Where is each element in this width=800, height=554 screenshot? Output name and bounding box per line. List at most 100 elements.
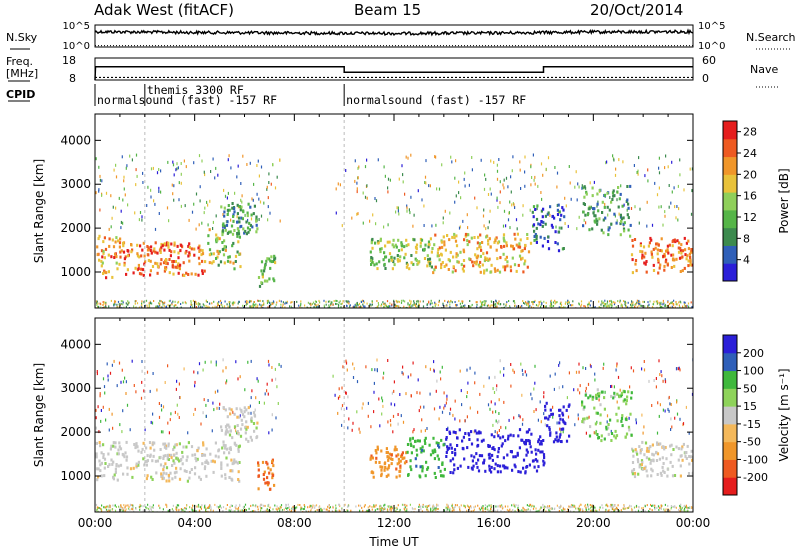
freq-label: Freq. — [6, 55, 33, 68]
power-ytick-label-2: 2000 — [60, 221, 91, 235]
xtick-label-6: 20:00 — [576, 516, 611, 530]
velocity-cbar-band-8 — [723, 352, 737, 372]
power-echo-region-2 — [120, 241, 207, 277]
power-ytick-label-4: 4000 — [60, 133, 91, 147]
cpid-segment-3: normalsound (fast) -157 RF — [346, 93, 526, 107]
velocity-cbar-band-7 — [723, 370, 737, 389]
velocity-echo-region-1 — [95, 440, 241, 483]
power-ytick-label-3: 3000 — [60, 177, 91, 191]
power-cbar-band-8 — [723, 138, 737, 158]
power-cbar-tick-3: 12 — [743, 211, 757, 224]
power-echo-region-7 — [431, 232, 533, 275]
velocity-cbar-tick-2: 100 — [743, 365, 764, 378]
velocity-cbar-tick-5: -15 — [743, 418, 761, 431]
velocity-cbar-band-3 — [723, 441, 737, 460]
power-cbar-band-6 — [723, 174, 737, 193]
velocity-echo-region-6 — [445, 428, 546, 475]
velocity-cbar-band-2 — [723, 459, 737, 478]
power-echo-region-4 — [220, 202, 259, 236]
cpid-segment-2: themis 3300 RF — [147, 83, 244, 97]
power-echo-region-3 — [207, 228, 242, 271]
noise-tick-top-left: 10^5 — [63, 21, 90, 32]
xtick-label-5: 16:00 — [476, 516, 511, 530]
power-data — [95, 153, 693, 308]
velocity-cbar-tick-3: 50 — [743, 382, 757, 395]
date-label: 20/Oct/2014 — [590, 1, 684, 19]
xtick-label-4: 12:00 — [377, 516, 412, 530]
velocity-cbar-tick-1: 200 — [743, 347, 764, 360]
power-cbar-band-3 — [723, 227, 737, 246]
xtick-label-7: 00:00 — [676, 516, 711, 530]
noise-tick-bottom-right: 10^0 — [698, 41, 725, 52]
freq-tick-bottom: 8 — [69, 72, 76, 85]
beam-label: Beam 15 — [354, 1, 422, 19]
velocity-cbar-tick-4: 15 — [743, 400, 757, 413]
velocity-ytick-label-1: 1000 — [60, 469, 91, 483]
velocity-echo-region-8 — [581, 388, 633, 443]
velocity-ytick-label-4: 4000 — [60, 337, 91, 351]
station-title: Adak West (fitACF) — [94, 1, 234, 19]
nave-tick-bottom: 0 — [702, 72, 709, 85]
velocity-cbar-tick-6: -50 — [743, 436, 761, 449]
velocity-echo-region-3 — [257, 458, 276, 491]
power-cbar-label: Power [dB] — [777, 168, 791, 233]
power-echo-region-9 — [582, 184, 632, 238]
velocity-echo-region-7 — [544, 401, 571, 444]
power-cbar-band-5 — [723, 192, 737, 211]
cpid-label: CPID — [6, 88, 35, 101]
velocity-cbar-band-6 — [723, 388, 737, 407]
xtick-label-1: 00:00 — [78, 516, 113, 530]
power-cbar-tick-4: 16 — [743, 190, 757, 203]
velocity-cbar-band-9 — [723, 335, 737, 354]
velocity-cbar-band-4 — [723, 423, 737, 443]
velocity-echo-region-9 — [631, 440, 693, 479]
velocity-cbar-frame — [722, 334, 738, 496]
nsearch-label: N.Search — [746, 31, 796, 44]
velocity-data — [95, 358, 693, 512]
power-ylabel: Slant Range [km] — [32, 159, 46, 263]
xtick-label-3: 08:00 — [277, 516, 312, 530]
series-nsky-line — [94, 28, 694, 37]
velocity-ytick-label-3: 3000 — [60, 381, 91, 395]
power-cbar-frame — [722, 120, 738, 282]
xtick-label-2: 04:00 — [177, 516, 212, 530]
power-cbar-band-7 — [723, 156, 737, 175]
velocity-cbar-tick-7: -100 — [743, 453, 768, 466]
power-echo-region-10 — [630, 236, 693, 275]
power-cbar-band-4 — [723, 209, 737, 229]
xaxis-label: Time UT — [368, 535, 419, 549]
power-echo-region-6 — [369, 237, 433, 271]
velocity-ytick-label-2: 2000 — [60, 425, 91, 439]
noise-panel-frame — [94, 24, 694, 48]
velocity-cbar-label: Velocity [m s⁻¹] — [777, 368, 791, 461]
power-echo-region-1 — [96, 234, 122, 280]
velocity-echo-region-5 — [406, 436, 446, 479]
power-panel-frame — [94, 113, 694, 309]
freq-panel-frame — [94, 57, 694, 81]
noise-tick-top-right: 10^5 — [698, 21, 725, 32]
power-echo-region-8 — [531, 203, 566, 253]
power-cbar-band-9 — [723, 121, 737, 140]
velocity-cbar-band-1 — [723, 477, 737, 496]
nave-tick-top: 60 — [702, 54, 716, 67]
nsky-label: N.Sky — [6, 31, 38, 44]
velocity-ylabel: Slant Range [km] — [32, 363, 46, 467]
power-cbar-tick-1: 4 — [743, 254, 750, 267]
series-freq-line — [94, 66, 693, 81]
freq-unit-label: [MHz] — [6, 67, 38, 80]
velocity-echo-region-4 — [369, 445, 408, 479]
power-cbar-tick-5: 20 — [743, 168, 757, 181]
velocity-cbar-band-5 — [723, 406, 737, 425]
power-cbar-tick-6: 24 — [743, 147, 757, 160]
nave-label: Nave — [750, 63, 778, 76]
freq-tick-top: 18 — [62, 54, 76, 67]
power-cbar-band-2 — [723, 245, 737, 264]
power-cbar-band-1 — [723, 263, 737, 282]
power-cbar-tick-2: 8 — [743, 232, 750, 245]
power-echo-region-5 — [257, 254, 277, 288]
cpid-segment-1: normalsound (fast) -157 RF — [97, 93, 277, 107]
velocity-cbar-tick-8: -200 — [743, 471, 768, 484]
power-cbar-tick-7: 28 — [743, 126, 757, 139]
noise-tick-bottom-left: 10^0 — [63, 41, 90, 52]
